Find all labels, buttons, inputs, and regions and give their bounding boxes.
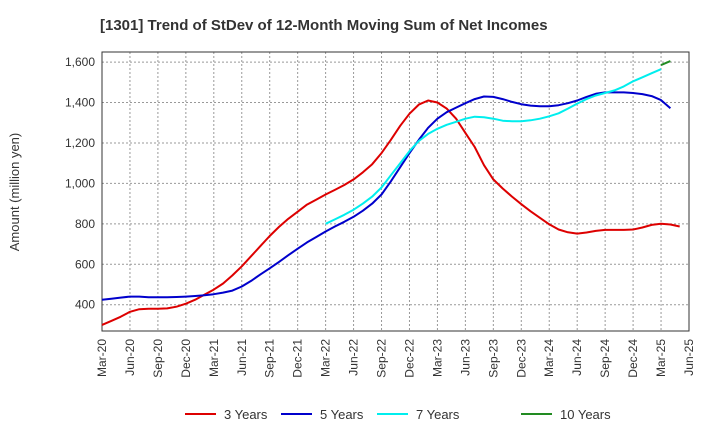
legend: 3 Years 5 Years 7 Years 10 Years [185, 407, 611, 422]
y-tick-label: 1,400 [65, 96, 95, 110]
series-line-10-years [660, 60, 671, 67]
plot-frame [101, 51, 690, 332]
legend-label: 5 Years [320, 407, 364, 422]
x-tick-label: Mar-20 [95, 339, 109, 377]
x-tick-label: Dec-20 [179, 339, 193, 378]
y-tick-label: 400 [75, 298, 95, 312]
y-tick-label: 1,000 [65, 176, 95, 190]
x-tick-label: Mar-23 [430, 339, 444, 377]
x-tick-label: Jun-24 [570, 339, 584, 376]
series-lines [101, 60, 680, 326]
legend-item: 5 Years [281, 407, 364, 422]
series-line-3-years [101, 99, 680, 326]
x-tick-label: Mar-22 [319, 339, 333, 377]
x-tick-label: Jun-23 [458, 339, 472, 376]
y-tick-label: 600 [75, 257, 95, 271]
y-tick-label: 1,200 [65, 136, 95, 150]
x-tick-label: Jun-20 [123, 339, 137, 376]
x-tick-label: Dec-22 [402, 339, 416, 378]
axes [101, 51, 690, 332]
chart-title: [1301] Trend of StDev of 12-Month Moving… [100, 17, 548, 34]
x-tick-label: Sep-20 [151, 339, 165, 378]
x-tick-label: Jun-25 [682, 339, 696, 376]
x-tick-label: Sep-21 [263, 339, 277, 378]
x-tick-labels: Mar-20 Jun-20 Sep-20 Dec-20 Mar-21 Jun-21 Sep-… [95, 339, 696, 378]
y-tick-labels: 400 600 800 1,000 1,200 1,400 1,600 [65, 55, 95, 312]
x-tick-label: Jun-21 [235, 339, 249, 376]
legend-item: 3 Years [185, 407, 268, 422]
x-tick-label: Sep-23 [486, 339, 500, 378]
legend-item: 10 Years [521, 407, 611, 422]
series-line-7-years [325, 68, 662, 225]
x-tick-label: Sep-24 [598, 339, 612, 378]
x-tick-label: Jun-22 [347, 339, 361, 376]
legend-label: 10 Years [560, 407, 611, 422]
series-line-5-years [101, 91, 672, 301]
y-tick-label: 800 [75, 217, 95, 231]
x-tick-label: Dec-21 [291, 339, 305, 378]
y-tick-label: 1,600 [65, 55, 95, 69]
legend-label: 3 Years [224, 407, 268, 422]
x-tick-label: Sep-22 [375, 339, 389, 378]
x-tick-label: Mar-25 [654, 339, 668, 377]
y-axis-label: Amount (million yen) [7, 133, 22, 252]
x-tick-label: Mar-24 [542, 339, 556, 377]
grid [101, 52, 690, 331]
x-tick-label: Mar-21 [207, 339, 221, 377]
x-tick-label: Dec-23 [514, 339, 528, 378]
legend-label: 7 Years [416, 407, 460, 422]
legend-item: 7 Years [377, 407, 460, 422]
x-tick-label: Dec-24 [626, 339, 640, 378]
